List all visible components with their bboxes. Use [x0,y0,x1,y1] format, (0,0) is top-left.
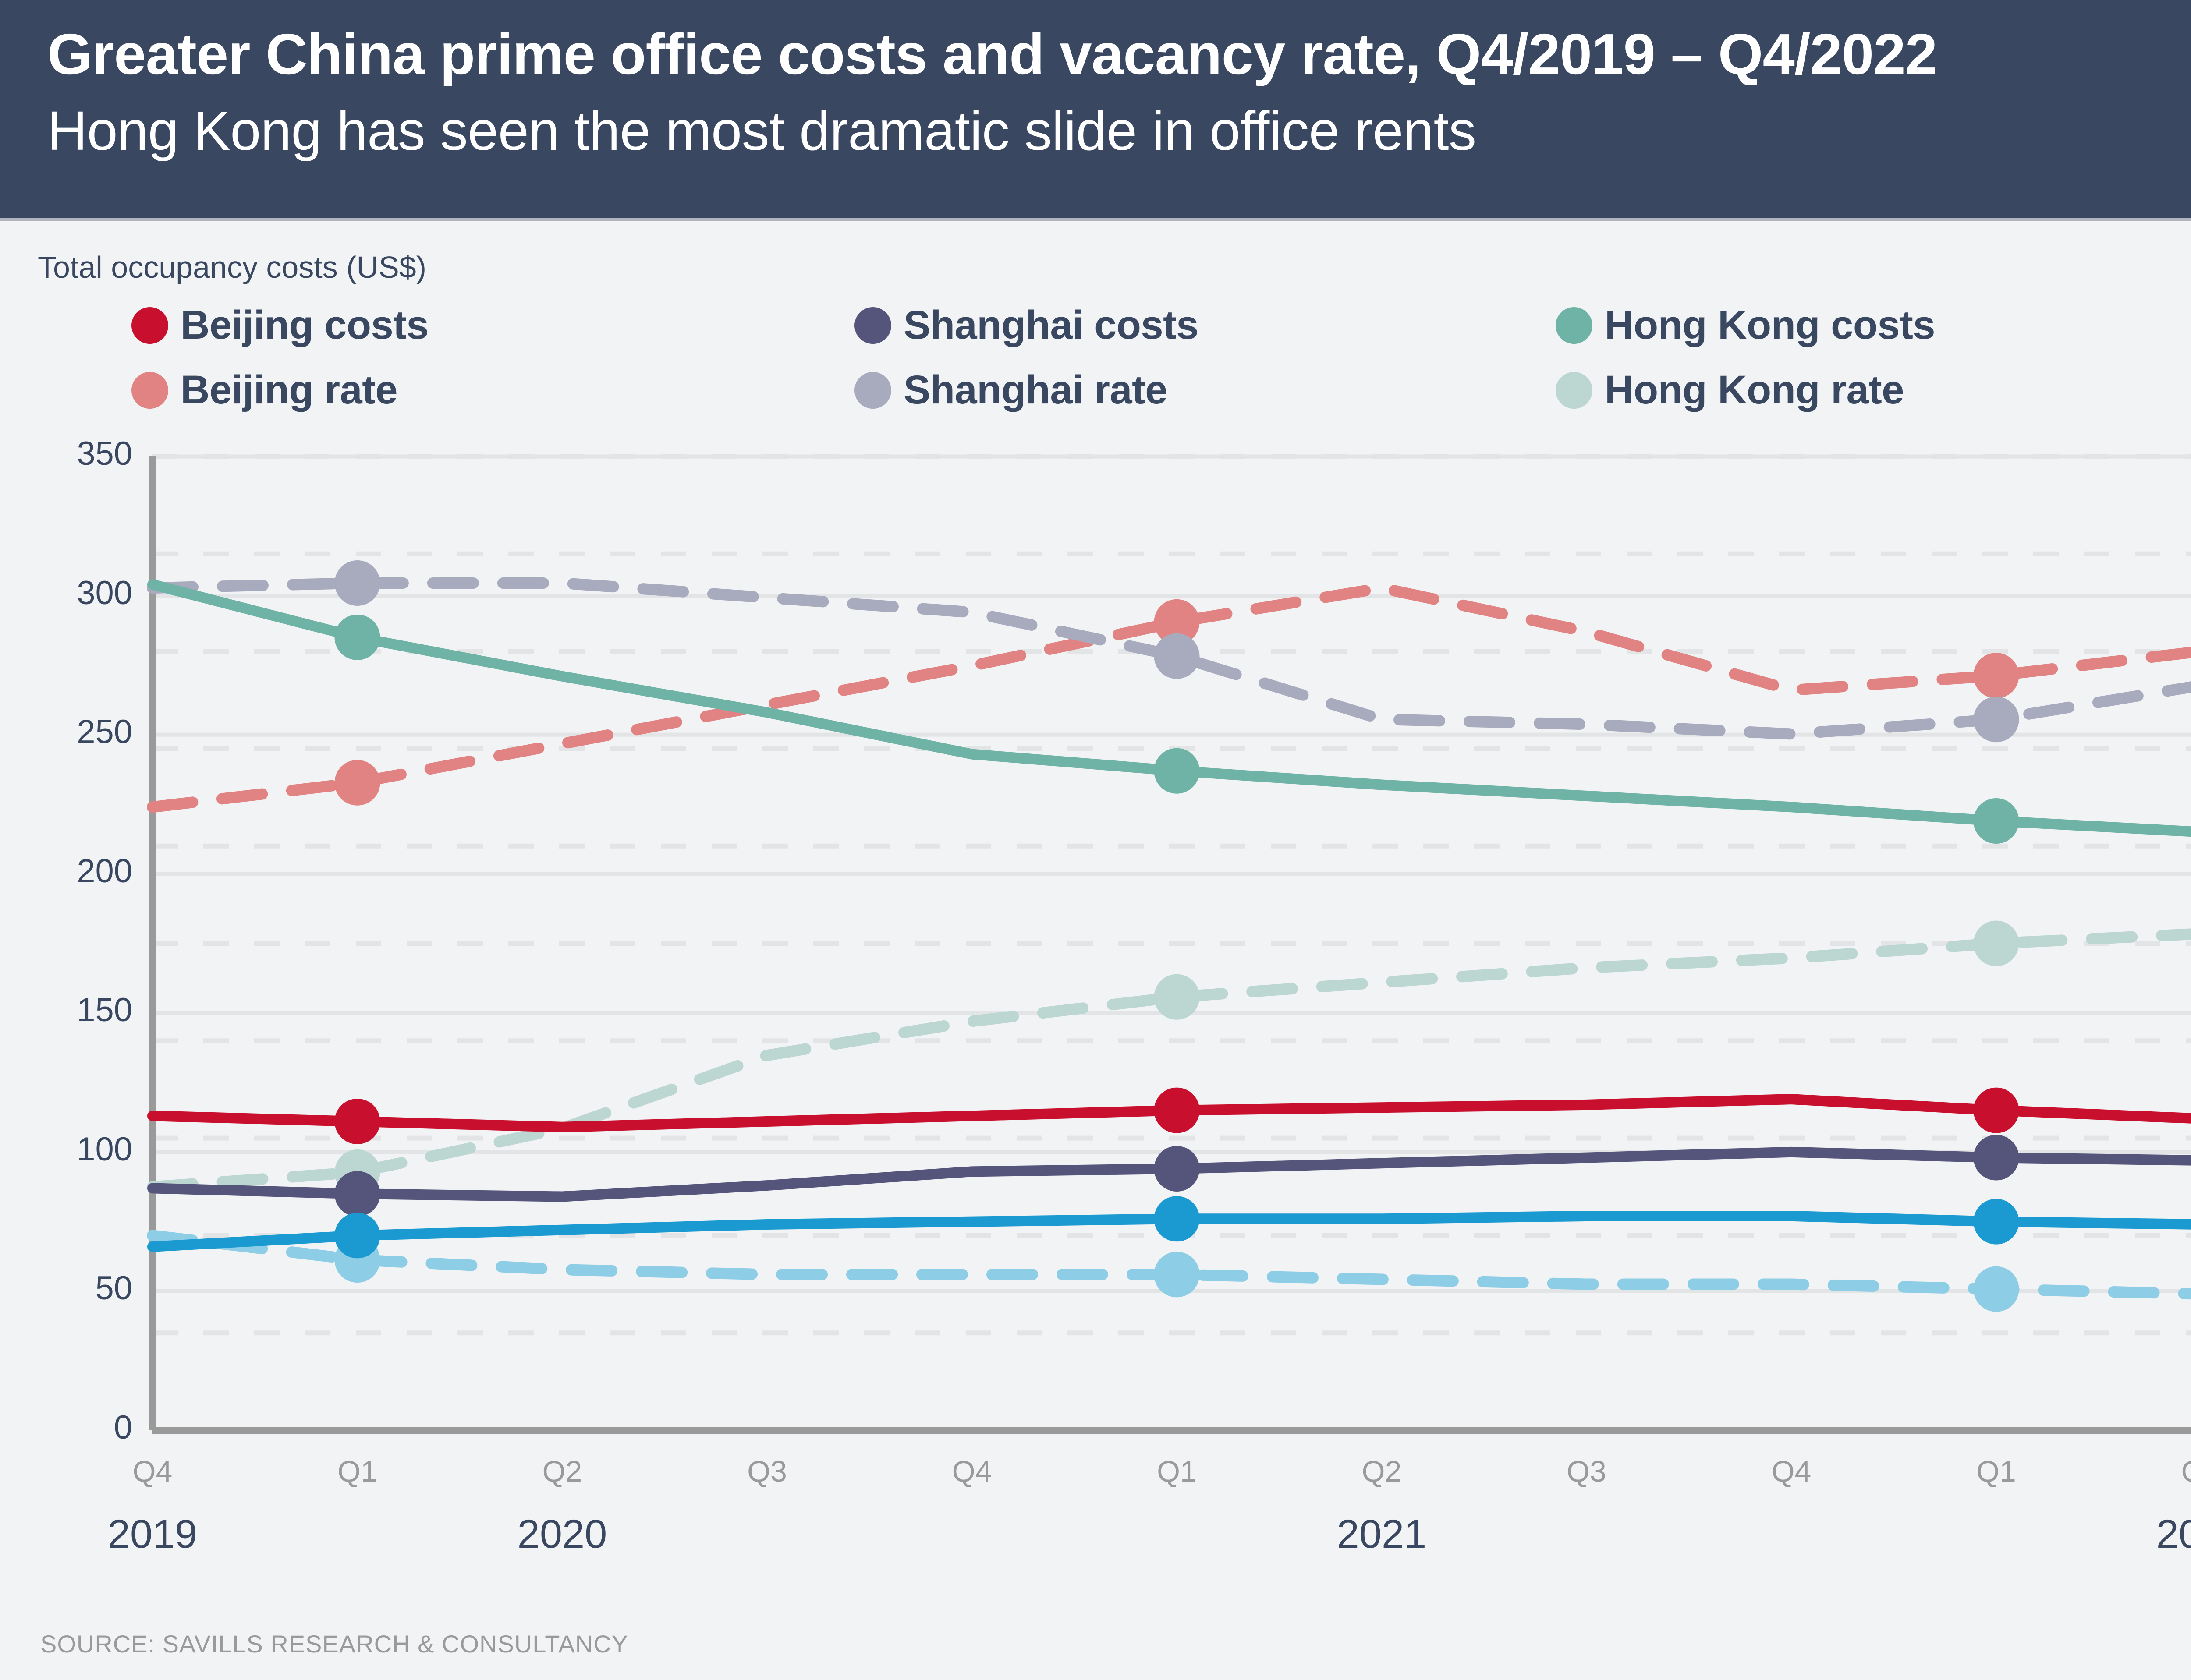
x-axis-tick: Q4 [1771,1455,1812,1488]
series-line-hong-kong-costs [147,579,2191,837]
chart-legend: Beijing costs Shanghai costs Hong Kong cos… [0,302,2191,429]
data-point-marker [1973,697,2019,743]
legend-item-label: Beijing costs [181,303,429,347]
y-axis-left-tick: 250 [77,713,132,751]
legend-item-label: Shanghai costs [904,303,1198,347]
y-axis-left-tick: 200 [77,852,132,890]
series-line-beijing-costs [147,1094,2191,1132]
x-axis-tick: Q2 [1361,1455,1402,1488]
data-point-marker [1154,748,1200,794]
legend-item-hong-kong-costs[interactable]: Hong Kong costs [1556,302,1936,348]
chart-canvas [147,454,2191,1434]
x-axis-tick: Q2 [542,1455,582,1488]
data-point-marker [334,1171,380,1217]
x-axis-tick: Q1 [337,1455,377,1488]
data-point-marker [1154,974,1200,1020]
legend-item-beijing-rate[interactable]: Beijing rate [131,367,398,413]
series-line-shanghai-costs [147,1146,2191,1202]
data-point-marker [1154,1146,1200,1192]
x-axis-year-label: 2020 [517,1512,607,1556]
data-point-marker [1973,1135,2019,1181]
data-point-marker [1154,1252,1200,1298]
x-axis-year-label: 2019 [107,1512,198,1556]
data-point-marker [1154,1087,1200,1133]
y-axis-left-tick: 150 [77,991,132,1029]
x-axis-tick: Q2 [2181,1454,2191,1489]
plot-area [0,447,2191,1520]
legend-item-label: Beijing rate [181,368,398,412]
page-subtitle: Hong Kong has seen the most dramatic sli… [47,100,1476,162]
data-point-marker [1973,1266,2019,1312]
legend-item-hong-kong-rate[interactable]: Hong Kong rate [1556,367,1904,413]
legend-item-label: Shanghai rate [904,368,1167,412]
y-axis-left-tick: 50 [95,1270,132,1307]
y-axis-left-tick: 300 [77,574,132,612]
data-point-marker [334,614,380,660]
legend-item-label: Hong Kong costs [1605,303,1936,347]
data-point-marker [1973,653,2019,699]
x-axis-tick: Q4 [132,1455,173,1488]
data-point-marker [334,1213,380,1259]
series-line-taipei-costs [147,1210,2191,1252]
legend-swatch-icon [854,307,891,344]
legend-item-shanghai-costs[interactable]: Shanghai costs [854,302,1198,348]
header-band: Greater China prime office costs and vac… [0,0,2191,221]
legend-swatch-icon [854,371,891,409]
legend-swatch-icon [1556,307,1592,344]
x-axis-tick: Q1 [1976,1455,2016,1488]
x-axis-tick: Q4 [952,1455,992,1488]
legend-item-beijing-costs[interactable]: Beijing costs [131,302,429,348]
legend-swatch-icon [1556,371,1592,409]
left-axis-caption: Total occupancy costs (US$) [38,250,427,284]
y-axis-left-tick: 0 [113,1409,132,1446]
data-point-marker [1973,920,2019,966]
x-axis-tick: Q3 [1567,1455,1606,1488]
x-axis-tick: Q3 [747,1455,787,1488]
series-line-taipei-rate [147,1230,2191,1300]
source-note: SOURCE: SAVILLS RESEARCH & CONSULTANCY [40,1630,628,1658]
x-axis-tick: Q1 [1157,1455,1197,1488]
legend-item-label: Hong Kong rate [1605,368,1904,412]
data-point-marker [334,1098,380,1144]
data-point-marker [334,560,380,606]
data-point-marker [1973,1087,2019,1133]
data-point-marker [1973,798,2019,844]
y-axis-left-tick: 350 [77,435,132,472]
legend-swatch-icon [131,371,168,409]
data-point-marker [334,760,380,806]
legend-item-shanghai-rate[interactable]: Shanghai rate [854,367,1167,413]
x-axis-year-label: 2021 [1337,1512,1427,1556]
page-title: Greater China prime office costs and vac… [47,22,1937,86]
legend-swatch-icon [131,307,168,344]
x-axis-year-label: 2022 [2156,1512,2191,1556]
data-point-marker [1154,1196,1200,1242]
data-point-marker [1973,1199,2019,1245]
data-point-marker [1154,633,1200,679]
y-axis-left-tick: 100 [77,1130,132,1168]
data-point-marker [1154,599,1200,645]
